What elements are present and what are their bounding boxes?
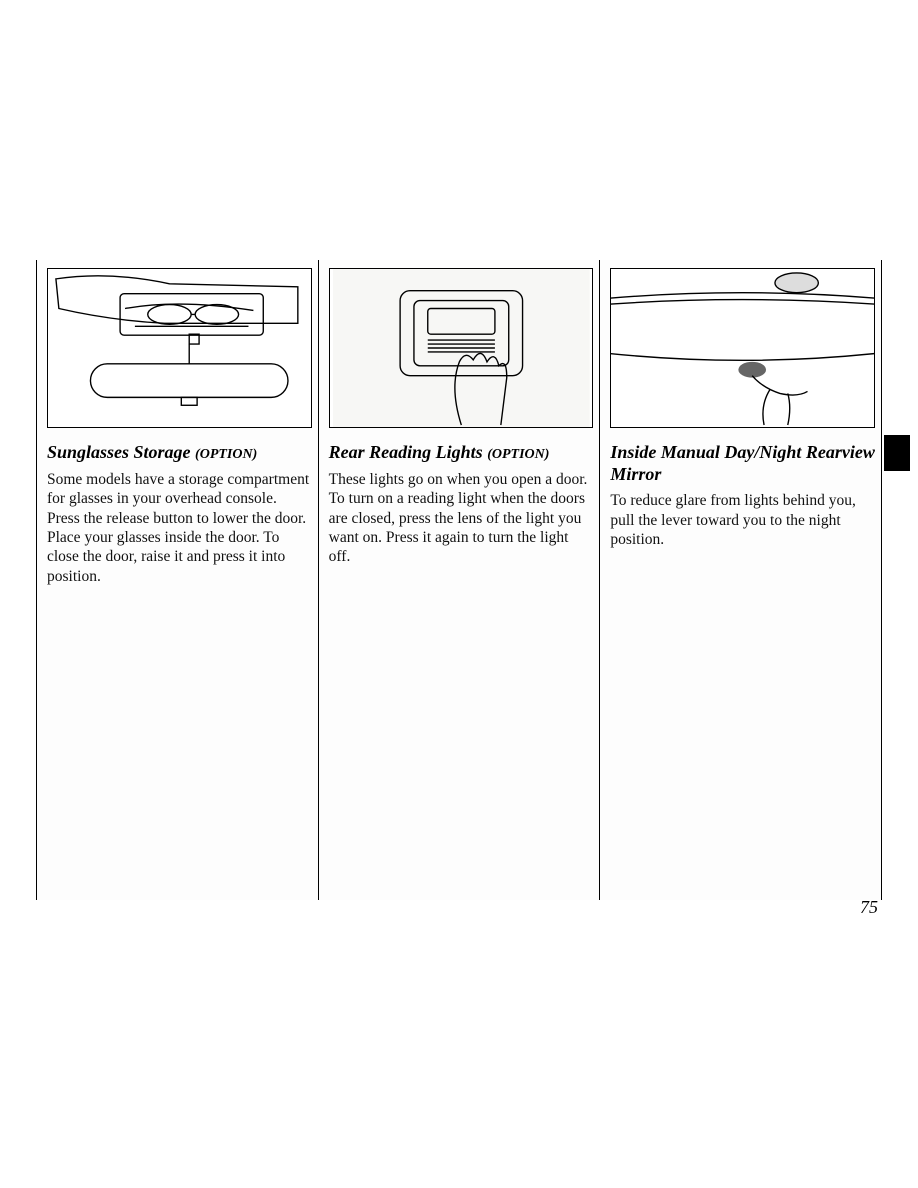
side-tab-marker (884, 435, 910, 471)
body-sunglasses-storage: Some models have a storage compartment f… (47, 470, 312, 586)
column-rearview-mirror: Inside Manual Day/Night Rearview Mirror … (599, 260, 882, 900)
heading-sunglasses-storage: Sunglasses Storage (OPTION) (47, 442, 312, 464)
heading-option-text: (OPTION) (195, 447, 257, 462)
heading-rearview-mirror: Inside Manual Day/Night Rearview Mirror (610, 442, 875, 485)
body-rear-reading-lights: These lights go on when you open a door.… (329, 470, 594, 567)
column-rear-reading-lights: Rear Reading Lights (OPTION) These light… (318, 260, 600, 900)
heading-main-text: Rear Reading Lights (329, 442, 483, 462)
illustration-sunglasses-storage (47, 268, 312, 428)
body-rearview-mirror: To reduce glare from lights behind you, … (610, 491, 875, 549)
page-number: 75 (860, 897, 878, 918)
illustration-rear-reading-lights (329, 268, 594, 428)
illustration-rearview-mirror (610, 268, 875, 428)
heading-main-text: Sunglasses Storage (47, 442, 191, 462)
heading-main-text: Inside Manual Day/Night Rearview Mirror (610, 442, 875, 484)
heading-rear-reading-lights: Rear Reading Lights (OPTION) (329, 442, 594, 464)
column-sunglasses-storage: Sunglasses Storage (OPTION) Some models … (36, 260, 318, 900)
manual-page: Sunglasses Storage (OPTION) Some models … (36, 260, 882, 900)
heading-option-text: (OPTION) (487, 447, 549, 462)
